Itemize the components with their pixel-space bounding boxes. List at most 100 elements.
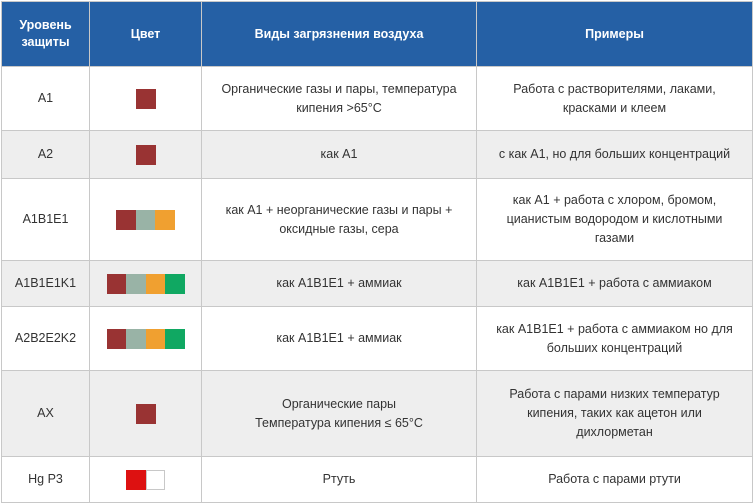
cell-examples: с как А1, но для больших концентраций: [476, 130, 753, 179]
example-text-line: Работа с растворителями, лаками,: [513, 81, 716, 96]
cell-protection-level: Hg P3: [1, 456, 90, 503]
example-text-line: кипения, таких как ацетон или: [527, 406, 702, 420]
cell-color: [89, 456, 202, 503]
header-row: Уровень защиты Цвет Виды загрязнения воз…: [1, 1, 753, 67]
table-row: A1B1E1K1 как А1В1Е1 + аммиак как А1В1Е1 + …: [1, 260, 753, 307]
example-text-line: красками и клеем: [562, 100, 667, 115]
color-swatch: [106, 328, 126, 349]
header-examples-label: Примеры: [585, 26, 644, 41]
header-pollution: Виды загрязнения воздуха: [201, 1, 477, 67]
color-swatch: [145, 328, 165, 349]
cell-protection-level: A1B1E1: [1, 178, 90, 261]
header-level-label: Уровень защиты: [19, 18, 72, 49]
cell-color: [89, 370, 202, 457]
cell-examples: как А1В1Е1 + работа с аммиаком но для бол…: [476, 306, 753, 371]
cell-pollution-type: Органические пары Температура кипения ≤ 6…: [201, 370, 477, 457]
color-swatch: [165, 328, 185, 349]
header-level: Уровень защиты: [1, 1, 90, 67]
protection-level-text: A1: [37, 91, 54, 105]
example-text-line: больших концентраций: [546, 340, 683, 355]
example-text-line: как А1 + работа с хлором, бромом,: [512, 193, 717, 207]
pollution-text-line: как А1: [320, 147, 358, 161]
color-swatch: [145, 469, 165, 490]
pollution-text-line: Температура кипения ≤ 65°С: [255, 415, 423, 430]
example-text-line: с как А1, но для больших концентраций: [498, 147, 731, 161]
color-swatch-group: [126, 469, 165, 490]
table-header: Уровень защиты Цвет Виды загрязнения воз…: [1, 1, 753, 67]
header-color: Цвет: [89, 1, 202, 67]
table-row: A2 как А1 с как А1, но для больших концент…: [1, 130, 753, 179]
header-color-label: Цвет: [130, 26, 161, 41]
protection-level-text: Hg P3: [28, 472, 63, 486]
protection-level-text: A1B1E1K1: [14, 276, 77, 290]
example-text-line: Работа с парами низких температур: [509, 387, 720, 401]
color-swatch: [135, 88, 156, 109]
example-text-line: дихлорметан: [576, 425, 653, 439]
cell-examples: Работа с парами низких температур кипения…: [476, 370, 753, 457]
table-row: Hg P3 Ртуть Работа с парами ртути: [1, 456, 753, 503]
table-row: A2B2E2K2 как А1В1Е1 + аммиак как А1В1Е1 + …: [1, 306, 753, 371]
cell-protection-level: AX: [1, 370, 90, 457]
pollution-text-line: Ртуть: [322, 472, 356, 486]
pollution-text-line: как А1В1Е1 + аммиак: [276, 276, 402, 290]
cell-protection-level: A2: [1, 130, 90, 179]
cell-pollution-type: как А1В1Е1 + аммиак: [201, 260, 477, 307]
table-body: A1 Органические газы и пары, температура к…: [1, 66, 753, 503]
cell-examples: как А1 + работа с хлором, бромом, цианист…: [476, 178, 753, 261]
cell-color: [89, 260, 202, 307]
example-text-line: Работа с парами ртути: [548, 472, 681, 486]
cell-examples: как А1В1Е1 + работа с аммиаком: [476, 260, 753, 307]
header-pollution-label: Виды загрязнения воздуха: [254, 26, 424, 41]
example-text-line: газами: [594, 231, 635, 245]
cell-pollution-type: как А1В1Е1 + аммиак: [201, 306, 477, 371]
cell-pollution-type: Ртуть: [201, 456, 477, 503]
color-swatch: [165, 273, 185, 294]
table-row: A1B1E1 как А1 + неорганические газы и пар…: [1, 178, 753, 261]
cell-color: [89, 66, 202, 131]
color-swatch: [126, 273, 146, 294]
pollution-text-line: как А1В1Е1 + аммиак: [276, 331, 402, 345]
color-swatch: [106, 273, 126, 294]
pollution-text-line: Органические пары: [281, 396, 397, 411]
color-swatch: [135, 403, 156, 424]
pollution-text-line: как А1 + неорганические газы и пары +: [225, 202, 453, 217]
color-swatch-group: [106, 273, 185, 294]
color-swatch: [155, 209, 175, 230]
color-swatch-group: [106, 328, 185, 349]
cell-color: [89, 306, 202, 371]
protection-level-text: A2B2E2K2: [14, 331, 77, 345]
pollution-text-line: оксидные газы, сера: [279, 221, 399, 236]
example-text-line: как А1В1Е1 + работа с аммиаком: [517, 276, 712, 290]
cell-examples: Работа с растворителями, лаками, красками…: [476, 66, 753, 131]
pollution-text-line: Органические газы и пары, температура: [221, 81, 457, 96]
color-swatch: [145, 273, 165, 294]
cell-pollution-type: как А1 + неорганические газы и пары + окс…: [201, 178, 477, 261]
color-swatch: [126, 469, 146, 490]
color-swatch: [126, 328, 146, 349]
color-swatch: [135, 144, 156, 165]
color-swatch-group: [135, 144, 156, 165]
color-swatch-group: [135, 403, 156, 424]
cell-protection-level: A2B2E2K2: [1, 306, 90, 371]
cell-pollution-type: Органические газы и пары, температура кип…: [201, 66, 477, 131]
color-swatch-group: [116, 209, 175, 230]
cell-pollution-type: как А1: [201, 130, 477, 179]
table-row: A1 Органические газы и пары, температура к…: [1, 66, 753, 131]
table-row: AX Органические пары Температура кипения ≤…: [1, 370, 753, 457]
example-text-line: цианистым водородом и кислотными: [506, 212, 723, 226]
protection-level-text: A1B1E1: [22, 212, 69, 226]
cell-protection-level: A1: [1, 66, 90, 131]
cell-color: [89, 130, 202, 179]
color-swatch-group: [135, 88, 156, 109]
cell-examples: Работа с парами ртути: [476, 456, 753, 503]
cell-color: [89, 178, 202, 261]
protection-level-text: A2: [37, 147, 54, 161]
header-examples: Примеры: [476, 1, 753, 67]
color-swatch: [135, 209, 156, 230]
cell-protection-level: A1B1E1K1: [1, 260, 90, 307]
color-swatch: [116, 209, 136, 230]
protection-level-text: AX: [37, 406, 54, 420]
example-text-line: как А1В1Е1 + работа с аммиаком но для: [496, 321, 733, 336]
pollution-text-line: кипения >65°С: [296, 100, 382, 115]
